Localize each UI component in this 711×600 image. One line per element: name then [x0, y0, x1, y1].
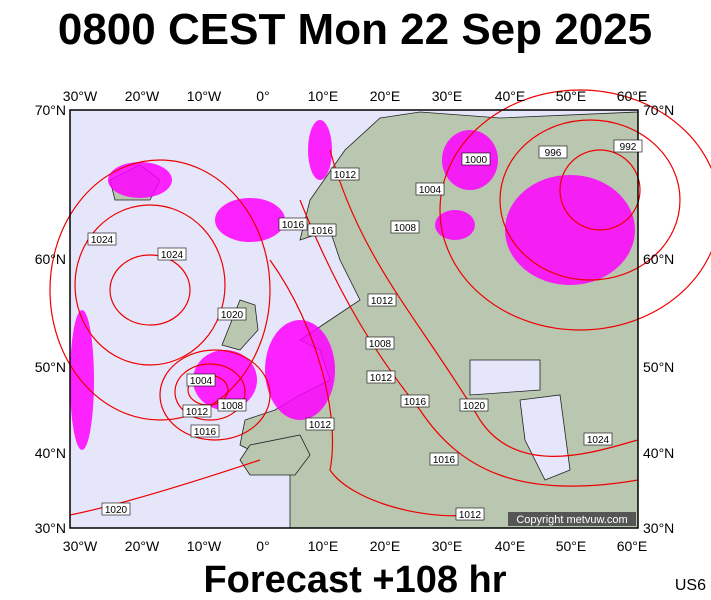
isobar-label: 1004 [419, 185, 442, 196]
isobar-label: 1024 [161, 250, 184, 261]
isobar-label: 996 [545, 148, 562, 159]
lon-label-top: 40°E [495, 88, 526, 104]
lat-label-left: 70°N [35, 102, 66, 118]
isobar-label-box [538, 145, 568, 159]
lon-label-bottom: 0° [256, 538, 269, 554]
isobar-label: 1012 [309, 420, 332, 431]
lon-label-top: 10°W [187, 88, 222, 104]
lon-label-bottom: 60°E [617, 538, 648, 554]
isobar-label-box [415, 182, 445, 196]
lon-label-top: 0° [256, 88, 269, 104]
lat-label-right: 60°N [643, 251, 674, 267]
isobar-label: 1012 [459, 510, 482, 521]
isobar-label: 1012 [186, 407, 209, 418]
lon-label-bottom: 40°E [495, 538, 526, 554]
isobars [49, 89, 711, 517]
isobar-label-box [390, 220, 420, 234]
isobar-label: 1012 [334, 170, 357, 181]
isobar-label-box [190, 424, 220, 438]
model-code: US6 [675, 577, 706, 594]
lon-label-bottom: 10°E [308, 538, 339, 554]
copyright-box [508, 512, 636, 526]
isobar-label-box [101, 502, 131, 516]
lat-label-left: 30°N [35, 520, 66, 536]
isobar-label-box [182, 404, 212, 418]
lat-label-left: 60°N [35, 251, 66, 267]
isobar-label: 992 [620, 142, 637, 153]
isobar-label-box [461, 152, 491, 166]
title: 0800 CEST Mon 22 Sep 2025 [58, 5, 652, 54]
forecast-label: Forecast +108 hr [203, 559, 506, 600]
lon-label-bottom: 50°E [556, 538, 587, 554]
isobar-label-box [278, 217, 308, 231]
isobar-label-box [307, 223, 337, 237]
isobar-label-box [613, 139, 643, 153]
precipitation [70, 120, 635, 450]
isobar-label: 1008 [221, 401, 244, 412]
isobar-label: 1024 [587, 435, 610, 446]
isobar-label: 1008 [394, 223, 417, 234]
lon-label-bottom: 30°W [63, 538, 98, 554]
isobar-label: 1016 [433, 455, 456, 466]
isobar-label-box [367, 293, 397, 307]
isobar-label: 1012 [371, 296, 394, 307]
isobar-label-box [157, 247, 187, 261]
isobar-label: 1020 [463, 401, 486, 412]
lat-label-right: 40°N [643, 445, 674, 461]
lon-label-top: 20°W [125, 88, 160, 104]
lon-label-top: 30°E [432, 88, 463, 104]
isobar-label: 1008 [369, 339, 392, 350]
isobar-label-box [330, 167, 360, 181]
lat-label-right: 30°N [643, 520, 674, 536]
lon-label-top: 10°E [308, 88, 339, 104]
map-frame [69, 109, 639, 529]
isobar-label: 1020 [105, 505, 128, 516]
lon-label-top: 50°E [556, 88, 587, 104]
isobar-label-box [366, 370, 396, 384]
lon-label-top: 60°E [617, 88, 648, 104]
lat-label-left: 40°N [35, 445, 66, 461]
lat-label-right: 70°N [643, 102, 674, 118]
isobar-label-box [217, 398, 247, 412]
isobar-label-box [400, 394, 430, 408]
isobar-label: 1004 [190, 376, 213, 387]
copyright: Copyright metvuw.com [516, 514, 627, 526]
lon-label-top: 20°E [370, 88, 401, 104]
isobar-label: 1016 [282, 220, 305, 231]
isobar-label-box [305, 417, 335, 431]
lon-label-bottom: 20°W [125, 538, 160, 554]
lat-label-right: 50°N [643, 359, 674, 375]
isobar-label-box [583, 432, 613, 446]
isobar-label: 1020 [221, 310, 244, 321]
isobar-label-box [455, 507, 485, 521]
isobar-label-box [365, 336, 395, 350]
lon-label-top: 30°W [63, 88, 98, 104]
isobar-label-box [87, 232, 117, 246]
isobar-label-box [186, 373, 216, 387]
lat-label-left: 50°N [35, 359, 66, 375]
isobar-label: 1024 [91, 235, 114, 246]
isobar-label-box [459, 398, 489, 412]
isobar-label: 1016 [404, 397, 427, 408]
isobar-label: 1012 [370, 373, 393, 384]
lon-label-bottom: 30°E [432, 538, 463, 554]
lon-label-bottom: 10°W [187, 538, 222, 554]
lon-label-bottom: 20°E [370, 538, 401, 554]
isobar-label: 1000 [465, 155, 488, 166]
isobar-label-box [217, 307, 247, 321]
isobar-label: 1016 [311, 226, 334, 237]
isobar-label-box [429, 452, 459, 466]
isobar-label: 1016 [194, 427, 217, 438]
